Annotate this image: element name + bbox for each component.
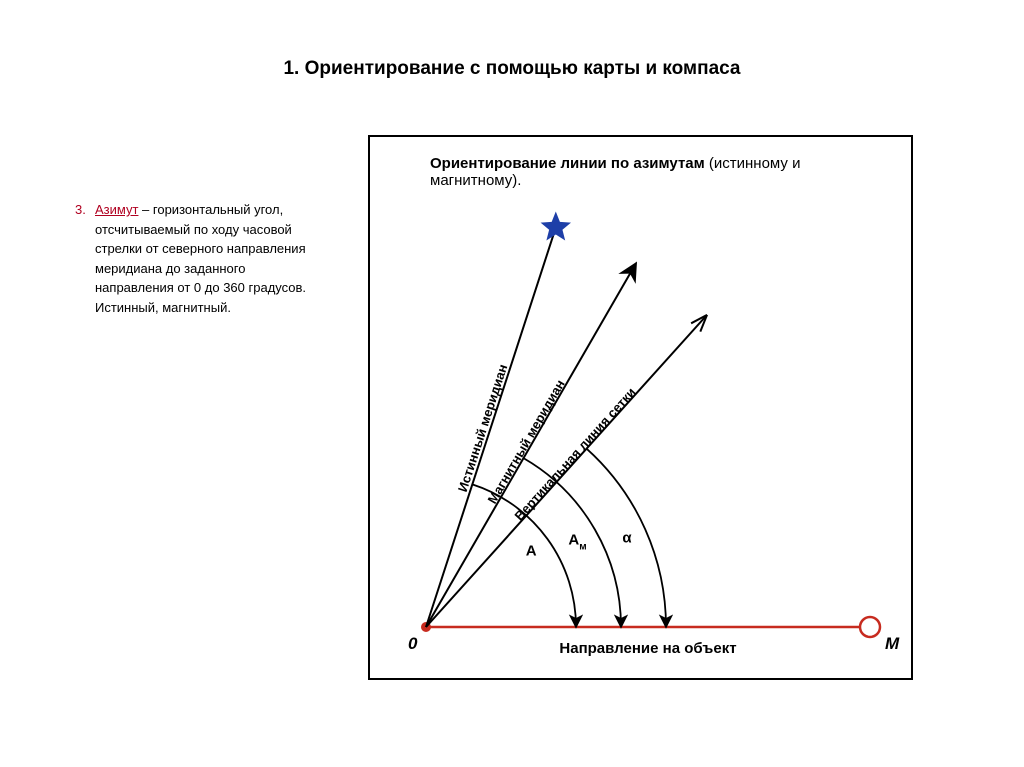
svg-text:А: А <box>526 543 537 560</box>
svg-text:0: 0 <box>408 634 418 653</box>
definition-block: 3. Азимут – горизонтальный угол, отсчиты… <box>95 200 325 317</box>
svg-text:М: М <box>885 634 900 653</box>
svg-text:Направление на объект: Направление на объект <box>559 640 736 657</box>
svg-text:Ам: Ам <box>568 532 586 553</box>
diagram-svg: 0 М Направление на объект А Ам α <box>370 137 915 682</box>
svg-text:α: α <box>622 530 632 547</box>
definition-number: 3. <box>75 200 86 220</box>
page-title: 1. Ориентирование с помощью карты и комп… <box>0 58 1024 80</box>
definition-text: – горизонтальный угол, отсчитываемый по … <box>95 202 306 315</box>
diagram-container: Ориентирование линии по азимутам (истинн… <box>368 135 913 680</box>
definition-term: Азимут <box>95 202 138 217</box>
